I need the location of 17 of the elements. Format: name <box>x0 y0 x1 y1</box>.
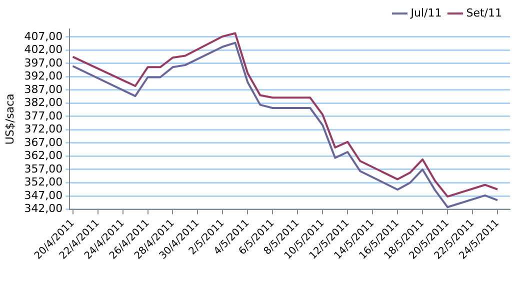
y-tick-label: 372,00 <box>24 122 63 136</box>
y-tick-label: 377,00 <box>24 109 63 122</box>
y-tick-label: 382,00 <box>24 96 63 110</box>
y-axis-title: US$/saca <box>3 94 16 145</box>
y-tick-label: 397,00 <box>24 56 63 70</box>
legend-label: Set/11 <box>466 6 502 20</box>
y-tick-label: 392,00 <box>24 70 63 83</box>
y-tick-label: 407,00 <box>24 30 63 43</box>
y-tick-label: 367,00 <box>24 136 63 149</box>
y-tick-label: 347,00 <box>24 188 63 202</box>
y-tick-label: 402,00 <box>24 43 63 56</box>
legend-label: Jul/11 <box>410 6 442 20</box>
y-tick-label: 387,00 <box>24 82 63 96</box>
y-tick-label: 362,00 <box>24 149 63 162</box>
y-tick-label: 352,00 <box>24 176 63 189</box>
y-tick-label: 357,00 <box>24 162 63 176</box>
y-tick-label: 342,00 <box>24 202 63 216</box>
